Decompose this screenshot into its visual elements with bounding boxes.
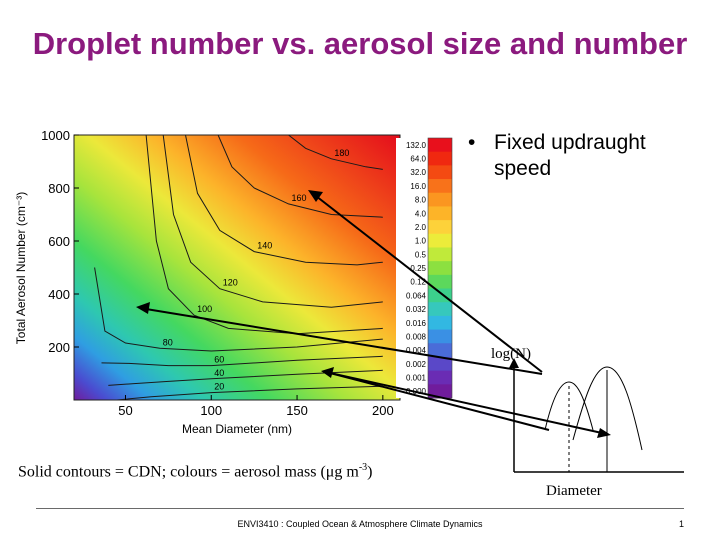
colorbar-swatch — [428, 138, 452, 153]
colorbar-label: 64.0 — [410, 155, 426, 164]
page-number: 1 — [678, 519, 684, 529]
colorbar-swatch — [428, 165, 452, 180]
contour-label-120: 120 — [223, 278, 238, 288]
colorbar-swatch — [428, 329, 452, 344]
y-tick-label: 200 — [48, 340, 70, 355]
colorbar-label: 0.5 — [415, 250, 427, 259]
distribution-curve-small — [544, 381, 594, 431]
colorbar-label: 0.032 — [406, 305, 427, 314]
colorbar-swatch — [428, 151, 452, 166]
colorbar-swatch — [428, 343, 452, 358]
x-tick-label: 100 — [200, 403, 222, 418]
colorbar-swatch — [428, 206, 452, 221]
colorbar-swatch — [428, 315, 452, 331]
colorbar-swatch — [428, 356, 452, 372]
arrow-line-middle — [145, 308, 543, 375]
caption-mu: μ — [325, 463, 335, 481]
size-distribution-chart: log(N) Diameter — [491, 346, 684, 499]
contour-line-40 — [108, 369, 383, 386]
colorbar-label: 0.004 — [406, 346, 427, 355]
caption-close: ) — [367, 463, 373, 481]
slide-title: Droplet number vs. aerosol size and numb… — [32, 26, 688, 61]
y-axis-label: Total Aerosol Number (cm⁻³) — [14, 192, 28, 344]
x-tick-label: 150 — [286, 403, 308, 418]
colorbar-swatch — [428, 179, 452, 194]
colorbar-label: 4.0 — [415, 209, 427, 218]
contour-line-120 — [162, 135, 383, 308]
inset-y-label: log(N) — [491, 346, 531, 362]
inset-y-arrow-icon — [509, 358, 519, 368]
colorbar-label: 0.016 — [406, 319, 427, 328]
caption-text: Solid contours = CDN; colours = aerosol … — [18, 463, 326, 481]
inset-x-label: Diameter — [546, 483, 602, 499]
footer-divider — [36, 508, 684, 509]
contour-line-180 — [288, 135, 383, 170]
contour-line-80 — [94, 267, 383, 352]
colorbar-label: 0.001 — [406, 373, 427, 382]
contour-line-140 — [185, 135, 383, 266]
bullet-dot-icon: • — [468, 131, 476, 154]
footer-text: ENVI3410 : Coupled Ocean & Atmosphere Cl… — [237, 519, 483, 529]
arrow-line-lower — [329, 372, 550, 431]
arrow-line-right — [329, 372, 603, 434]
arrow-head-right-icon — [597, 428, 611, 438]
colorbar-label: 2.0 — [415, 223, 427, 232]
contour-label-20: 20 — [214, 382, 224, 392]
arrow-head-upper-left-icon — [308, 190, 323, 202]
colorbar-swatch — [428, 233, 452, 248]
colorbar-swatch — [428, 274, 452, 290]
caption-unit: g m — [334, 463, 359, 481]
caption-exponent: -3 — [358, 462, 368, 473]
colorbar: 132.0 64.0 32.0 16.0 8.0 4.0 2.0 1.0 0.5 0.25 0.12… — [396, 137, 453, 399]
heatmap-field — [74, 135, 400, 400]
colorbar-label: 1.0 — [415, 237, 427, 246]
contour-line-60 — [101, 355, 383, 367]
arrow-head-lower-icon — [321, 367, 334, 378]
distribution-curve-large — [572, 366, 643, 451]
colorbar-label: 16.0 — [410, 182, 426, 191]
colorbar-swatch — [428, 220, 452, 235]
contour-label-140: 140 — [257, 241, 272, 251]
x-axis-label: Mean Diameter (nm) — [182, 422, 292, 436]
y-tick-label: 800 — [48, 181, 70, 196]
annotation-arrows — [136, 190, 611, 438]
contour-label-60: 60 — [214, 355, 224, 365]
y-axis: 200 400 600 800 1000 — [41, 128, 79, 355]
colorbar-label: 0.002 — [406, 360, 427, 369]
bullet-text: Fixed updraught speed — [494, 131, 646, 180]
colorbar-swatch — [428, 370, 452, 385]
contour-label-180: 180 — [334, 148, 349, 158]
colorbar-label: 0.25 — [410, 264, 426, 273]
contour-label-160: 160 — [292, 193, 307, 203]
colorbar-label: 132.0 — [406, 141, 427, 150]
figure-caption: Solid contours = CDN; colours = aerosol … — [18, 462, 373, 481]
x-axis: 50 100 150 200 — [118, 395, 394, 418]
contour-line-20 — [116, 385, 383, 400]
arrow-line-upper-left — [315, 195, 543, 373]
x-tick-label: 200 — [372, 403, 394, 418]
colorbar-label: 8.0 — [415, 196, 427, 205]
y-tick-label: 600 — [48, 234, 70, 249]
x-tick-label: 50 — [118, 403, 132, 418]
arrow-head-middle-icon — [136, 302, 150, 314]
contour-label-40: 40 — [214, 368, 224, 378]
colorbar-swatch — [428, 261, 452, 276]
contour-label-100: 100 — [197, 304, 212, 314]
y-tick-label: 400 — [48, 287, 70, 302]
colorbar-swatch — [428, 288, 452, 303]
colorbar-label: 0.12 — [410, 278, 426, 287]
contour-label-80: 80 — [163, 337, 173, 347]
colorbar-label: 0.008 — [406, 332, 427, 341]
y-tick-label: 1000 — [41, 128, 70, 143]
colorbar-swatch — [428, 192, 452, 207]
colorbar-swatch — [428, 247, 452, 262]
colorbar-label: 32.0 — [410, 168, 426, 177]
colorbar-swatch — [428, 302, 452, 317]
colorbar-label: 0.064 — [406, 291, 427, 300]
